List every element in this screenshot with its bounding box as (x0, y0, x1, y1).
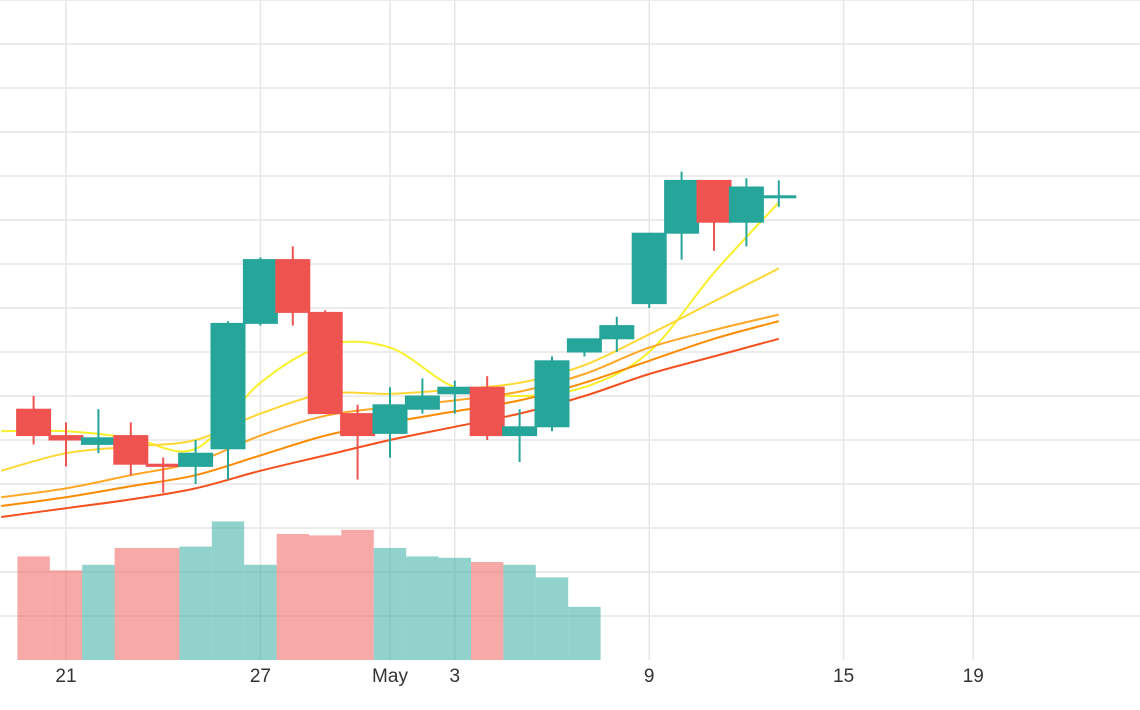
candle-1 (48, 422, 84, 467)
x-tick-label-3: 3 (450, 666, 461, 687)
candle-18 (599, 316, 635, 352)
grid (0, 0, 1140, 660)
volume-bar-10 (341, 529, 374, 660)
candle-14 (469, 376, 505, 440)
candle-body-16 (534, 360, 570, 428)
candle-15 (502, 409, 538, 462)
volume-bar-1 (49, 570, 83, 660)
candle-9 (307, 310, 343, 415)
candle-body-12 (404, 395, 440, 410)
volume-bar-3 (114, 548, 147, 660)
candle-5 (178, 440, 214, 484)
candle-21 (696, 179, 732, 251)
candle-body-0 (16, 408, 52, 437)
candle-19 (631, 232, 667, 308)
candle-body-8 (275, 259, 311, 313)
volume-bar-5 (179, 546, 212, 660)
candle-3 (113, 422, 149, 476)
candle-body-1 (48, 435, 84, 441)
candle-body-2 (80, 437, 116, 445)
candle-body-21 (696, 179, 732, 223)
x-tick-label-5: 15 (833, 666, 854, 687)
candle-body-15 (502, 426, 538, 437)
volume-bar-13 (438, 557, 471, 660)
candle-23 (761, 180, 797, 207)
candle-body-20 (664, 179, 700, 234)
candle-body-10 (340, 413, 376, 437)
volume-bar-8 (276, 534, 309, 660)
x-tick-label-2: May (372, 666, 408, 687)
volume-bar-6 (211, 521, 245, 660)
candle-4 (145, 457, 181, 493)
candle-body-7 (242, 259, 278, 324)
candle-body-9 (307, 311, 343, 415)
candle-12 (404, 378, 440, 414)
volume-bar-0 (17, 556, 50, 660)
candle-body-11 (372, 404, 408, 434)
x-tick-label-6: 19 (963, 666, 984, 687)
candle-body-14 (469, 386, 505, 437)
candle-body-23 (761, 195, 797, 199)
volume-bar-16 (535, 577, 569, 660)
x-axis-ticks: 21 27 May 3 9 15 19 (55, 666, 983, 687)
candles (16, 171, 797, 493)
volume-bar-14 (471, 562, 504, 660)
candle-7 (242, 257, 278, 326)
x-tick-label-4: 9 (644, 666, 655, 687)
candle-2 (80, 409, 116, 454)
candle-22 (728, 178, 764, 247)
candle-body-5 (178, 452, 214, 467)
candle-17 (566, 338, 602, 357)
candle-body-6 (210, 322, 246, 450)
volume-bar-2 (82, 564, 115, 660)
volume-bar-9 (309, 535, 342, 660)
candle-6 (210, 321, 246, 480)
candle-8 (275, 246, 311, 326)
candle-10 (340, 404, 376, 480)
volume-bar-15 (503, 564, 536, 660)
volume-bar-17 (568, 606, 601, 660)
candle-body-4 (145, 463, 181, 467)
candle-body-19 (631, 232, 667, 305)
volume-bar-12 (406, 556, 439, 660)
candle-body-3 (113, 435, 149, 465)
x-tick-label-0: 21 (55, 666, 76, 687)
volume-bars (17, 521, 601, 660)
candle-body-17 (566, 338, 602, 353)
candle-0 (16, 396, 52, 445)
candle-20 (664, 171, 700, 260)
volume-bar-7 (244, 564, 277, 660)
x-tick-label-1: 27 (250, 666, 271, 687)
candle-16 (534, 356, 570, 432)
candle-body-13 (437, 386, 473, 395)
volume-bar-4 (147, 548, 180, 660)
volume-bar-11 (373, 548, 407, 660)
candle-body-22 (728, 186, 764, 223)
candle-11 (372, 387, 408, 458)
candle-body-18 (599, 325, 635, 340)
